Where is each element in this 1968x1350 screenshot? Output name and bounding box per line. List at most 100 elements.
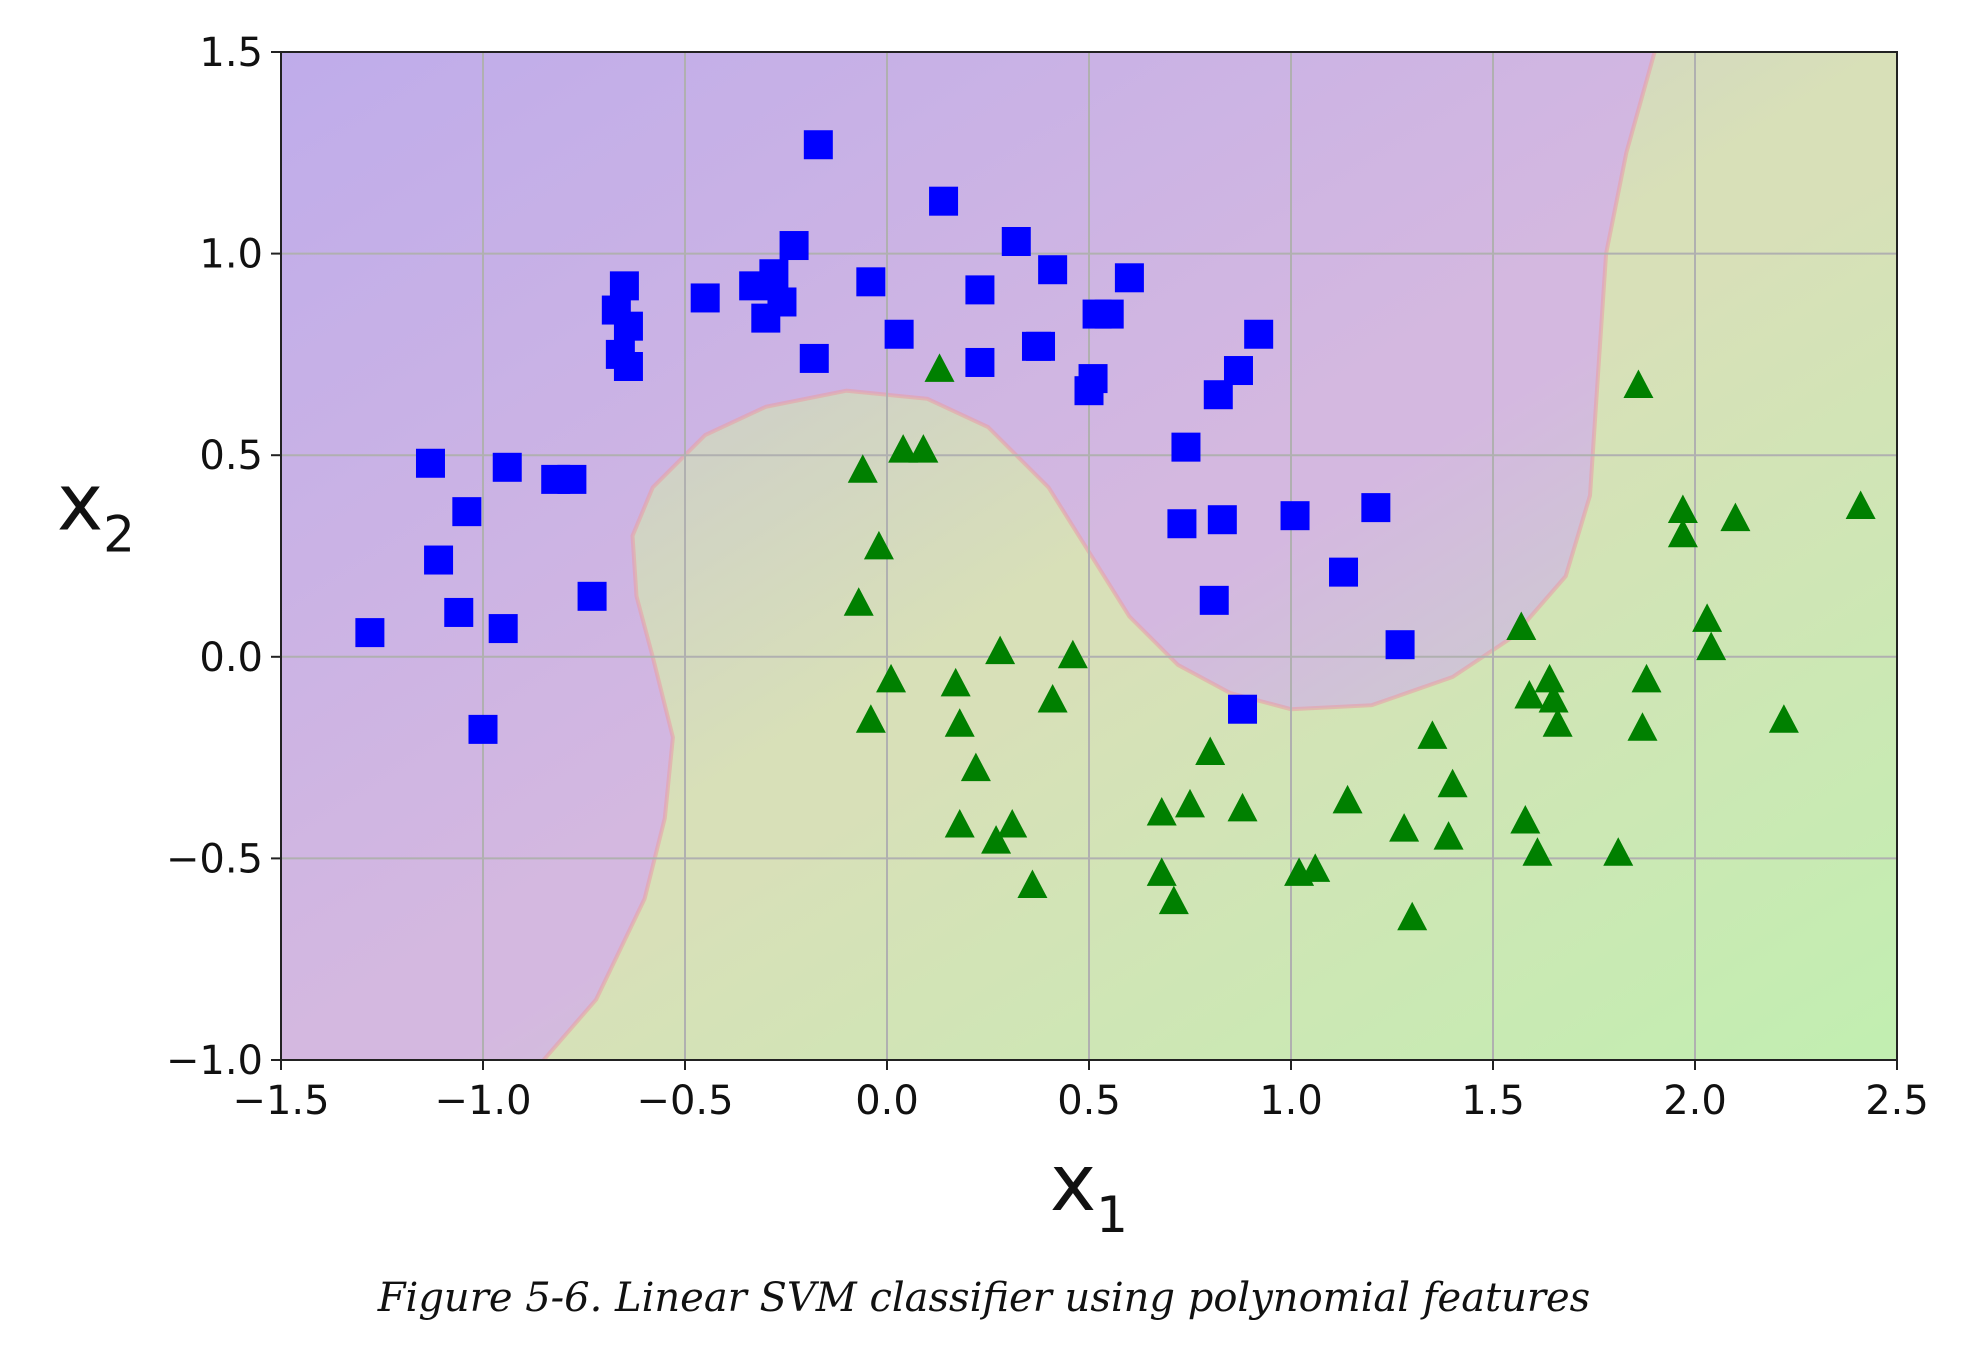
class1-point — [1417, 720, 1448, 749]
class0-point — [1114, 263, 1144, 293]
y-axis-label-base: x — [57, 459, 103, 549]
class0-point — [1026, 331, 1056, 361]
x-tick-label: 2.5 — [1865, 1078, 1929, 1124]
class1-point — [876, 663, 907, 693]
class0-point — [1094, 299, 1124, 329]
class0-point — [965, 275, 995, 305]
class1-point — [1158, 885, 1189, 915]
y-tick-label: 0.0 — [199, 635, 263, 681]
class0-point — [1207, 505, 1237, 535]
class0-point — [1361, 493, 1391, 523]
class1-point — [1175, 788, 1205, 818]
class1-point — [1538, 684, 1569, 713]
class1-point — [1696, 631, 1727, 661]
class0-point — [468, 714, 498, 744]
class1-point — [1397, 901, 1428, 931]
x-tick-label: 1.0 — [1259, 1078, 1323, 1124]
class0-point — [1171, 432, 1201, 462]
class0-point — [1199, 585, 1229, 615]
figure-caption: Figure 5-6. Linear SVM classifier using … — [377, 1275, 1591, 1321]
class1-point — [1627, 712, 1658, 741]
class1-point — [981, 825, 1012, 854]
class1-point — [1720, 502, 1751, 532]
class0-point — [1167, 509, 1197, 539]
class0-point — [1001, 227, 1031, 257]
class1-point — [960, 752, 991, 782]
class1-point — [1300, 853, 1331, 882]
class0-point — [767, 287, 797, 317]
class0-point — [1280, 501, 1310, 531]
plot-area — [281, 52, 1897, 1060]
class1-point — [1510, 805, 1541, 834]
class1-point — [1017, 869, 1048, 899]
y-tick-label: −1.0 — [166, 1038, 263, 1084]
class1-point — [908, 434, 939, 463]
class1-point — [847, 454, 878, 483]
class0-point — [444, 597, 474, 627]
class1-point — [1146, 857, 1177, 886]
y-axis-ticks: −1.0 −0.5 0.0 0.5 1.0 1.5 — [166, 30, 281, 1084]
y-axis-label: x2 — [57, 459, 135, 564]
class1-point — [944, 708, 975, 737]
x-axis-label-base: x — [1050, 1139, 1096, 1229]
class0-point — [424, 545, 454, 575]
class1-point — [1623, 369, 1654, 399]
class0-point — [613, 311, 643, 341]
class0-point — [1329, 557, 1359, 587]
class0-point — [1038, 255, 1068, 285]
class0-point — [803, 130, 833, 160]
class0-point — [1385, 630, 1415, 660]
class1-point — [1332, 784, 1363, 814]
decision-boundary — [542, 52, 1657, 1060]
y-tick-label: −0.5 — [166, 836, 263, 882]
class1-point — [985, 635, 1016, 665]
class1-point — [863, 530, 894, 560]
class1-point — [855, 704, 886, 733]
class0-point — [759, 259, 789, 289]
class0-point — [690, 283, 720, 313]
x-tick-label: −1.5 — [232, 1078, 329, 1124]
x-tick-label: 1.5 — [1461, 1078, 1525, 1124]
x-axis-label-subscript: 1 — [1096, 1186, 1128, 1244]
x-tick-label: −0.5 — [636, 1078, 733, 1124]
class1-point — [1514, 680, 1545, 709]
class0-point — [609, 271, 639, 301]
class1-point — [1603, 837, 1634, 866]
y-axis-label-subscript: 2 — [103, 506, 135, 564]
class1-point — [1534, 663, 1565, 693]
class0-point — [779, 231, 809, 261]
class0-point — [856, 267, 886, 297]
data-points — [355, 130, 1876, 931]
class0-point — [929, 186, 959, 216]
class1-point — [1389, 813, 1420, 842]
x-axis-ticks: −1.5 −1.0 −0.5 0.0 0.5 1.0 1.5 2.0 2.5 — [232, 1060, 1929, 1124]
class1-point — [1437, 768, 1468, 798]
grid — [281, 52, 1897, 1060]
class0-point — [799, 343, 829, 373]
y-tick-label: 0.5 — [199, 433, 263, 479]
class0-point — [1244, 319, 1274, 349]
class1-point — [1227, 792, 1258, 822]
x-tick-label: 2.0 — [1663, 1078, 1727, 1124]
class0-point — [492, 452, 522, 482]
class1-point — [924, 353, 955, 382]
class0-point — [884, 319, 914, 349]
class1-point — [1195, 736, 1226, 765]
class1-point — [997, 809, 1028, 838]
class0-point — [577, 581, 607, 611]
class1-point — [1146, 796, 1177, 826]
class1-point — [944, 809, 975, 838]
class1-point — [1433, 821, 1464, 850]
class1-point — [1057, 639, 1088, 669]
y-tick-label: 1.5 — [199, 30, 263, 76]
class0-point — [965, 347, 995, 377]
class1-point — [1542, 708, 1573, 737]
class1-point — [1522, 837, 1553, 866]
class1-point — [1667, 518, 1698, 548]
class0-point — [415, 448, 445, 478]
class1-point — [1768, 704, 1799, 733]
class0-point — [613, 351, 643, 381]
x-axis-label: x1 — [1050, 1139, 1128, 1244]
class1-point — [1667, 494, 1698, 524]
